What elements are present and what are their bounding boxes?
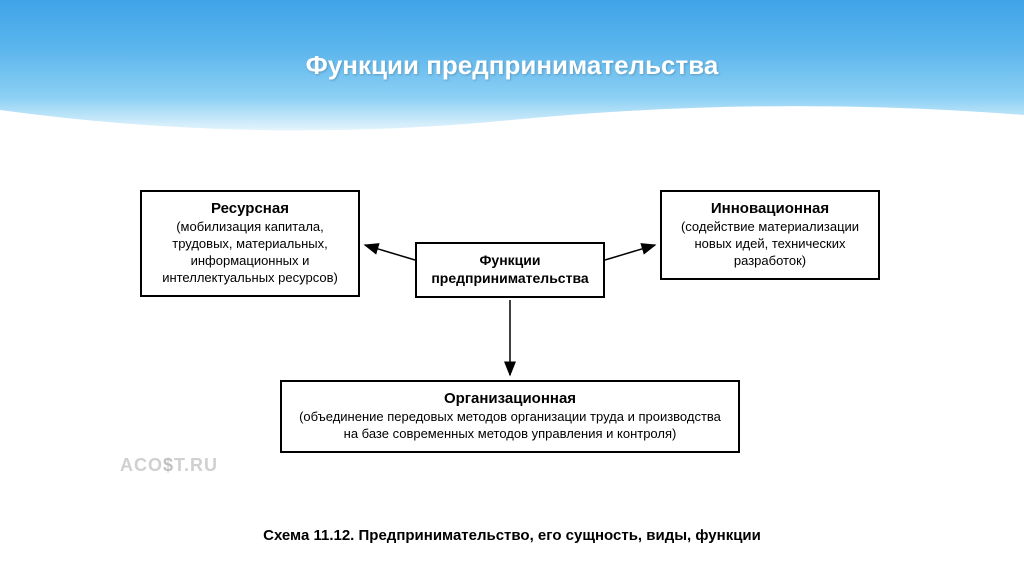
watermark-after: T.RU (174, 455, 218, 475)
node-center: Функции предпринимательства (415, 242, 605, 298)
wave-decoration (0, 100, 1024, 150)
node-organizational-title: Организационная (294, 390, 726, 407)
node-resource: Ресурсная (мобилизация капитала, трудовы… (140, 190, 360, 297)
diagram-area: Ресурсная (мобилизация капитала, трудовы… (0, 160, 1024, 540)
node-resource-title: Ресурсная (154, 200, 346, 217)
node-organizational-desc: (объединение передовых методов организа­… (294, 409, 726, 443)
node-resource-desc: (мобилизация капитала, трудовых, материа… (154, 219, 346, 287)
watermark-before: ACO (120, 455, 163, 475)
node-innovation: Инновационная (содействие материали­заци… (660, 190, 880, 280)
node-center-title: Функции (429, 252, 591, 268)
node-organizational: Организационная (объединение передовых м… (280, 380, 740, 453)
header-banner: Функции предпринимательства (0, 0, 1024, 140)
node-center-subtitle: предпринимательства (429, 270, 591, 286)
diagram-caption: Схема 11.12. Предпринимательство, его су… (0, 527, 1024, 544)
watermark-dollar: $ (163, 455, 174, 475)
node-innovation-title: Инновационная (674, 200, 866, 217)
node-innovation-desc: (содействие материали­зации новых идей, … (674, 219, 866, 270)
watermark: ACO$T.RU (120, 455, 218, 476)
slide-title: Функции предпринимательства (0, 50, 1024, 81)
